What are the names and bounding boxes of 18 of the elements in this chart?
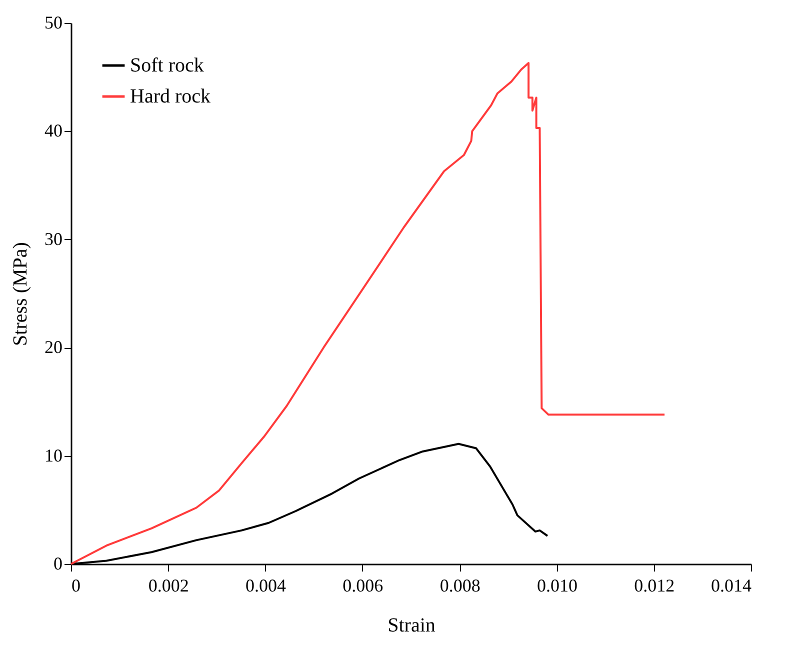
y-tick-label: 50 (44, 12, 62, 32)
y-tick-label: 20 (44, 337, 62, 358)
x-tick-label: 0.012 (634, 576, 675, 596)
x-tick-label: 0.014 (711, 576, 752, 596)
x-tick-label: 0.006 (342, 576, 384, 596)
y-tick-label: 40 (44, 120, 62, 141)
y-tick-label: 30 (44, 228, 62, 249)
x-tick-label: 0 (72, 576, 80, 596)
legend-label: Soft rock (130, 54, 204, 76)
y-tick-label: 10 (44, 445, 62, 466)
y-tick-label: 0 (54, 554, 62, 574)
x-tick-label: 0.008 (440, 576, 480, 596)
y-axis-title: Stress (MPa) (10, 242, 32, 346)
x-tick-label: 0.010 (536, 576, 578, 596)
x-tick-label: 0.004 (246, 576, 286, 596)
x-tick-label: 0.002 (148, 576, 189, 596)
x-axis-title: Strain (388, 614, 436, 636)
legend-label: Hard rock (130, 86, 211, 108)
